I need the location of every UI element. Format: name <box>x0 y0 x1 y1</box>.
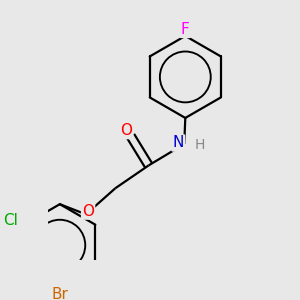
Text: H: H <box>194 138 205 152</box>
Text: Br: Br <box>51 287 68 300</box>
Text: O: O <box>82 204 94 219</box>
Text: N: N <box>172 136 184 151</box>
Text: O: O <box>120 123 132 138</box>
Text: Cl: Cl <box>3 213 18 228</box>
Text: F: F <box>181 22 190 37</box>
